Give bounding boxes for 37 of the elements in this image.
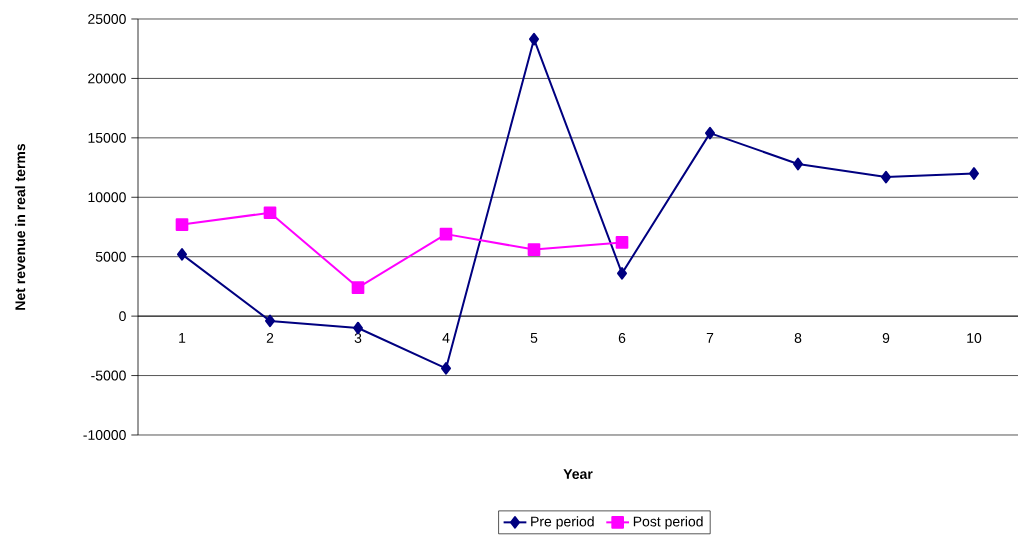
point	[265, 314, 276, 328]
point	[527, 243, 541, 256]
point	[441, 362, 451, 375]
point	[705, 126, 715, 140]
x-axis-title: Year	[563, 469, 593, 479]
y-tick-label: 15000	[88, 132, 126, 143]
y-tick-label: 5000	[95, 251, 126, 262]
x-tick-label: 3	[354, 333, 362, 343]
point	[793, 157, 803, 171]
y-tick-label: -10000	[83, 430, 126, 440]
y-tick-label: 25000	[88, 14, 126, 24]
point	[881, 170, 891, 184]
x-tick-label: 9	[882, 333, 890, 343]
point	[175, 218, 189, 231]
y-axis-title: Net revenue in real terms	[14, 143, 26, 310]
x-tick-label: 5	[530, 333, 538, 343]
point	[351, 281, 365, 294]
x-tick-label: 10	[967, 333, 982, 343]
y-tick-label: -5000	[91, 370, 126, 381]
legend-label: Post period	[633, 516, 703, 530]
x-tick-label: 4	[442, 333, 450, 343]
point	[177, 248, 188, 261]
x-tick-label: 7	[706, 333, 714, 343]
x-tick-label: 2	[266, 333, 274, 343]
x-tick-label: 8	[794, 333, 802, 343]
x-tick-label: 1	[179, 333, 186, 343]
legend-label: Pre period	[531, 516, 594, 530]
y-tick-label: 0	[119, 311, 126, 322]
point	[439, 227, 453, 241]
point	[263, 206, 277, 220]
point	[617, 267, 628, 280]
point	[969, 167, 979, 180]
point	[615, 236, 629, 249]
y-tick-label: 10000	[88, 192, 126, 203]
point	[529, 32, 539, 46]
y-tick-label: 20000	[88, 73, 126, 84]
x-tick-label: 6	[618, 333, 626, 343]
